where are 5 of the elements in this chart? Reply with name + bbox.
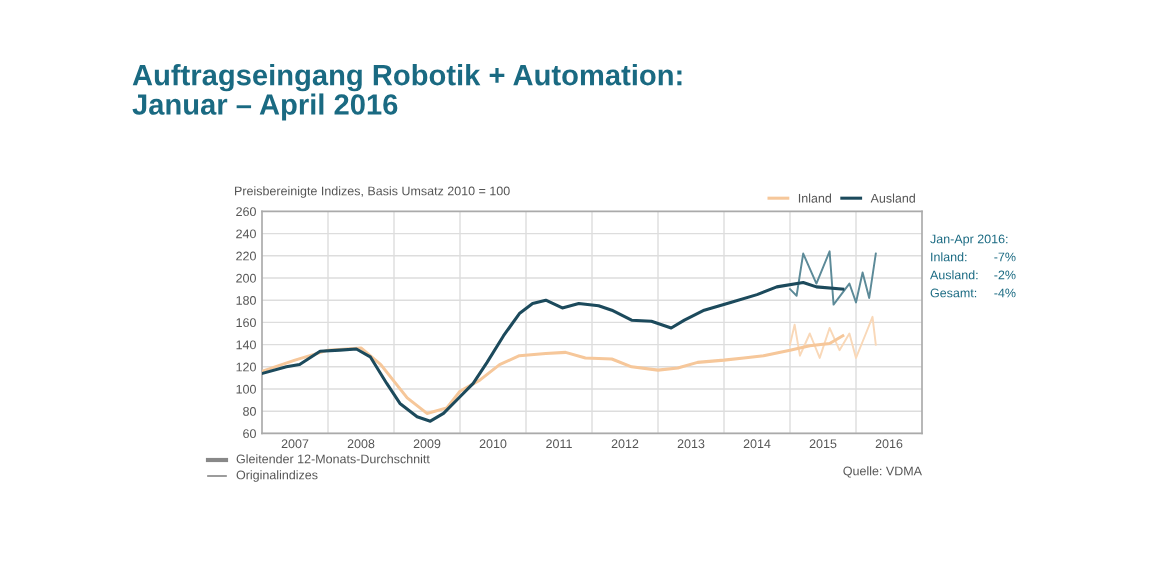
- line-series: [789, 315, 877, 359]
- line-series: [262, 280, 845, 423]
- line-series: [789, 250, 877, 306]
- line-series: [262, 334, 845, 415]
- chart-title: Auftragseingang Robotik + Automation: Januar – April 2016: [132, 64, 682, 121]
